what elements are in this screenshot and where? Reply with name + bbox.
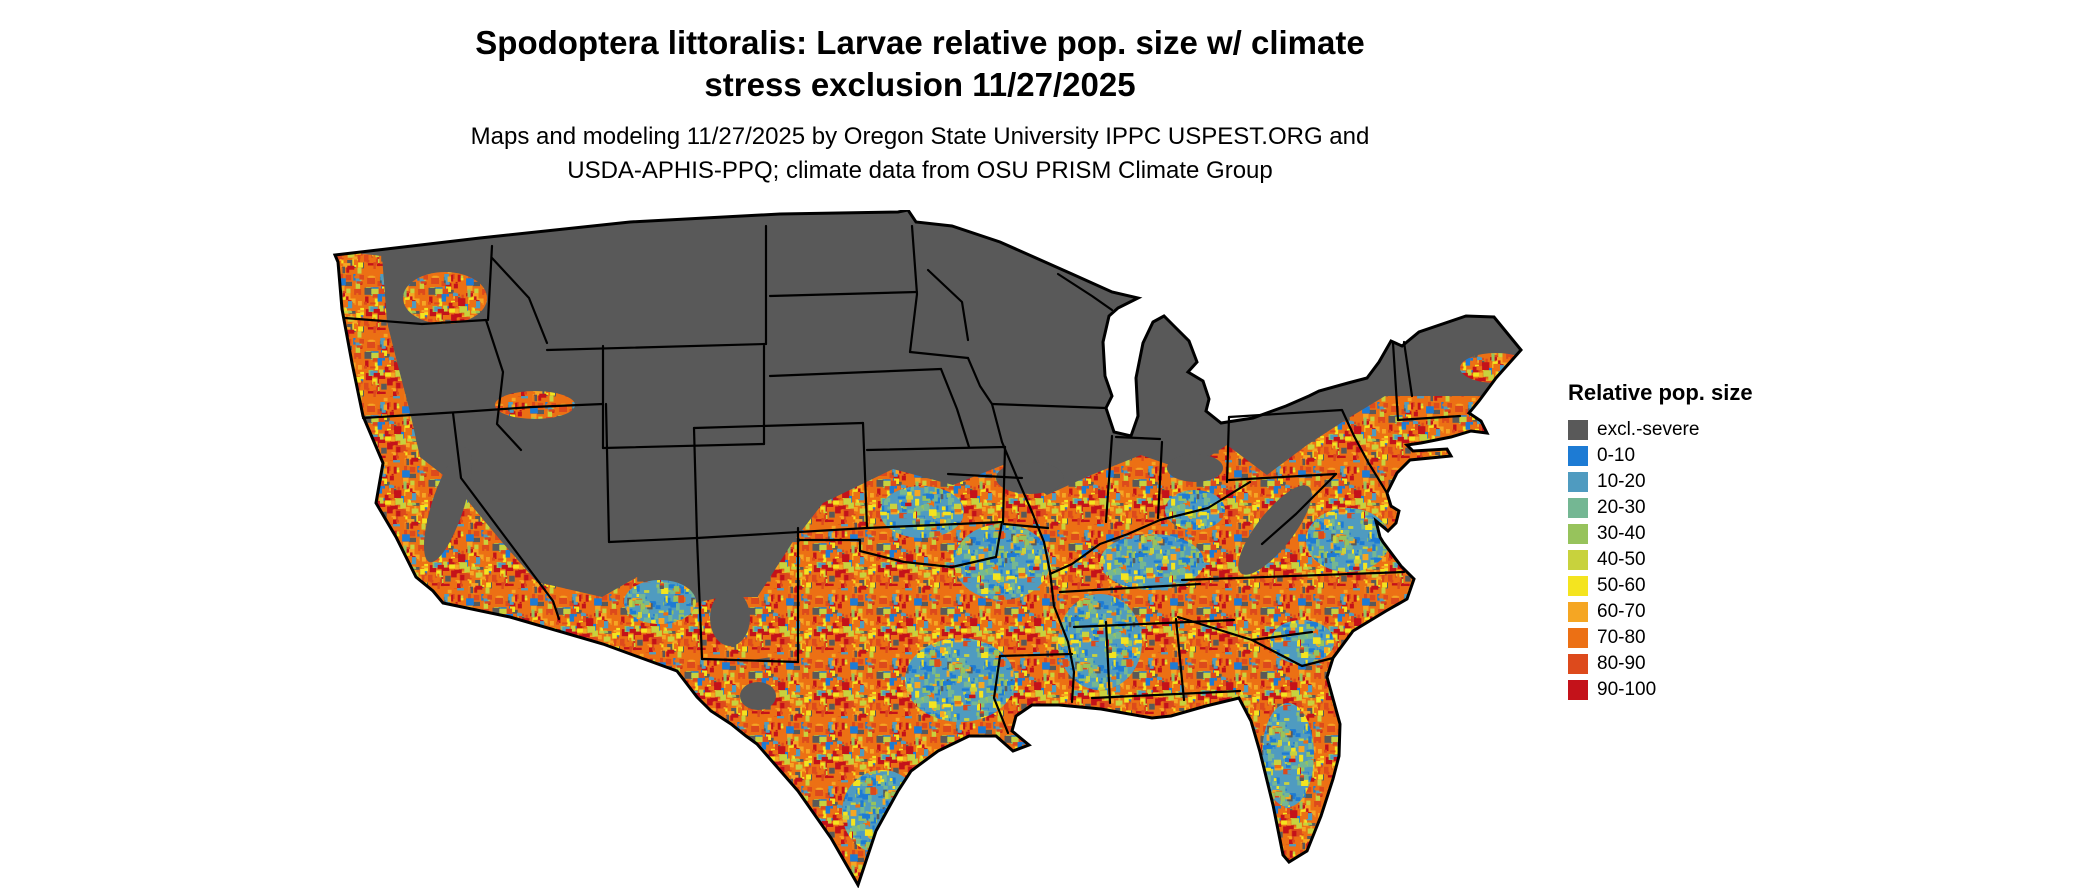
legend-label: 30-40 (1597, 523, 1646, 544)
raster-pocket-carolina-coast (1306, 508, 1390, 572)
raster-pocket-south-texas (842, 770, 922, 854)
raster-pocket-ohio-valley (1165, 490, 1225, 530)
legend-item: 0-10 (1568, 446, 1753, 466)
legend-swatch (1568, 524, 1588, 544)
legend-item: 30-40 (1568, 524, 1753, 544)
map-subtitle-line2: USDA-APHIS-PPQ; climate data from OSU PR… (567, 157, 1273, 184)
state-borders (343, 224, 1462, 735)
legend-item: 10-20 (1568, 472, 1753, 492)
raster-pocket-georgia-coast (1270, 620, 1334, 664)
population-raster-layer (335, 250, 1521, 885)
excluded-west-texas-mtns (740, 682, 776, 710)
us-risk-map-svg (333, 210, 1523, 887)
legend-items: excl.-severe 0-10 10-20 20-30 30-40 40-50 50-6… (1568, 420, 1753, 700)
raster-patch-columbia-basin (403, 272, 487, 324)
raster-pocket-arizona (624, 580, 696, 624)
excluded-appalachians (1238, 485, 1312, 575)
legend-label: 40-50 (1597, 549, 1646, 570)
excluded-new-mexico-mtns (710, 590, 750, 646)
legend-swatch (1568, 602, 1588, 622)
legend-swatch (1568, 472, 1588, 492)
us-risk-map (300, 210, 1530, 888)
legend-label: 10-20 (1597, 471, 1646, 492)
map-subtitle-line1: Maps and modeling 11/27/2025 by Oregon S… (470, 123, 1370, 150)
legend-title: Relative pop. size (1568, 380, 1753, 405)
legend-label: excl.-severe (1597, 419, 1700, 440)
legend-item: 40-50 (1568, 550, 1753, 570)
map-subtitle: Maps and modeling 11/27/2025 by Oregon S… (0, 120, 1840, 188)
legend-item: 90-100 (1568, 680, 1753, 700)
legend-swatch (1568, 654, 1588, 674)
legend-label: 80-90 (1597, 653, 1646, 674)
raster-patch-snake-river (495, 391, 575, 419)
raster-pocket-oklahoma (880, 486, 964, 538)
map-title-line2: stress exclusion 11/27/2025 (704, 66, 1136, 103)
legend-swatch (1568, 628, 1588, 648)
legend-swatch (1568, 680, 1588, 700)
legend-label: 90-100 (1597, 679, 1657, 700)
legend-label: 20-30 (1597, 497, 1646, 518)
raster-pocket-ozarks (954, 524, 1050, 600)
map-title: Spodoptera littoralis: Larvae relative p… (0, 22, 1840, 106)
legend-swatch (1568, 420, 1588, 440)
legend-swatch (1568, 498, 1588, 518)
raster-pocket-mississippi (1058, 594, 1142, 690)
legend-swatch (1568, 576, 1588, 596)
map-title-line1: Spodoptera littoralis: Larvae relative p… (475, 24, 1365, 61)
legend-label: 50-60 (1597, 575, 1646, 596)
legend-item: 60-70 (1568, 602, 1753, 622)
legend-item: 20-30 (1568, 498, 1753, 518)
raster-zone-west (335, 250, 772, 671)
legend: Relative pop. size excl.-severe 0-10 10-20… (1568, 380, 1753, 706)
legend-label: 70-80 (1597, 627, 1646, 648)
legend-item: 50-60 (1568, 576, 1753, 596)
raster-pocket-florida (1262, 703, 1314, 807)
raster-pocket-tennessee (1100, 534, 1204, 590)
legend-swatch (1568, 446, 1588, 466)
excluded-north-ohio (1167, 454, 1223, 482)
legend-item: excl.-severe (1568, 420, 1753, 440)
legend-swatch (1568, 550, 1588, 570)
legend-item: 70-80 (1568, 628, 1753, 648)
legend-item: 80-90 (1568, 654, 1753, 674)
raster-pocket-east-texas (905, 638, 1015, 722)
legend-label: 60-70 (1597, 601, 1646, 622)
legend-label: 0-10 (1597, 445, 1636, 466)
